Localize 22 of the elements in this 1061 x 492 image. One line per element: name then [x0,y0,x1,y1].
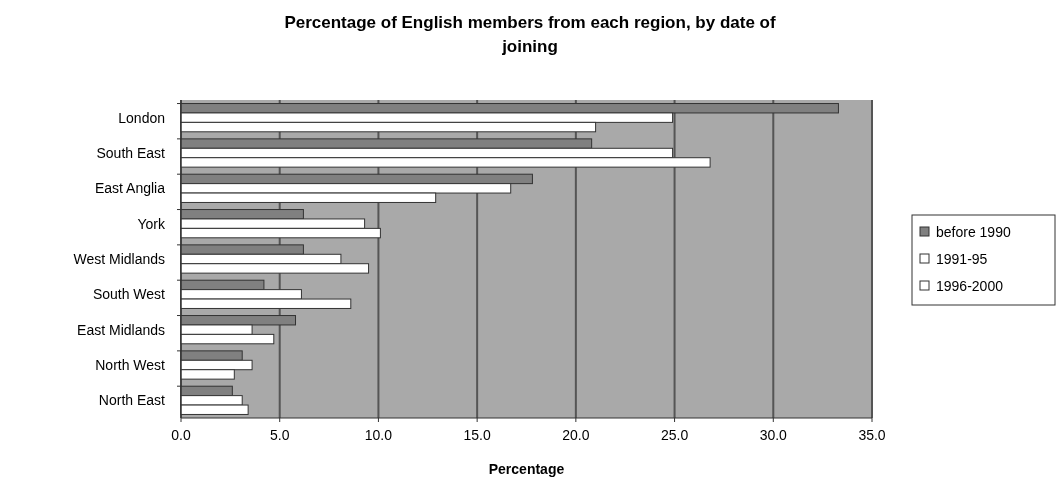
y-tick-label: York [137,215,166,232]
y-tick-label: East Midlands [77,321,165,338]
x-tick-label: 5.0 [269,427,290,443]
legend-label: 1991-95 [936,251,988,267]
x-tick-label: 30.0 [759,427,788,443]
x-tick-label: 10.0 [364,427,393,443]
y-tick-label: London [118,109,165,126]
x-tick-label: 25.0 [660,427,689,443]
chart-title: Percentage of English members from each region, by date of joining [284,13,776,56]
x-tick-label: 35.0 [858,427,886,443]
y-tick-label: North West [95,357,166,373]
x-axis-title: Percentage [488,461,565,477]
y-tick-label: West Midlands [73,251,165,267]
x-tick-label: 20.0 [562,427,590,443]
y-tick-label: East Anglia [94,180,166,197]
legend-label: before 1990 [936,224,1011,240]
x-tick-label: 15.0 [463,427,491,443]
legend-label: 1996-2000 [936,278,1004,294]
y-tick-label: South East [96,145,166,161]
x-tick-label: 0.0 [171,427,191,443]
y-tick-label: North East [98,392,166,409]
y-tick-label: South West [92,286,166,303]
